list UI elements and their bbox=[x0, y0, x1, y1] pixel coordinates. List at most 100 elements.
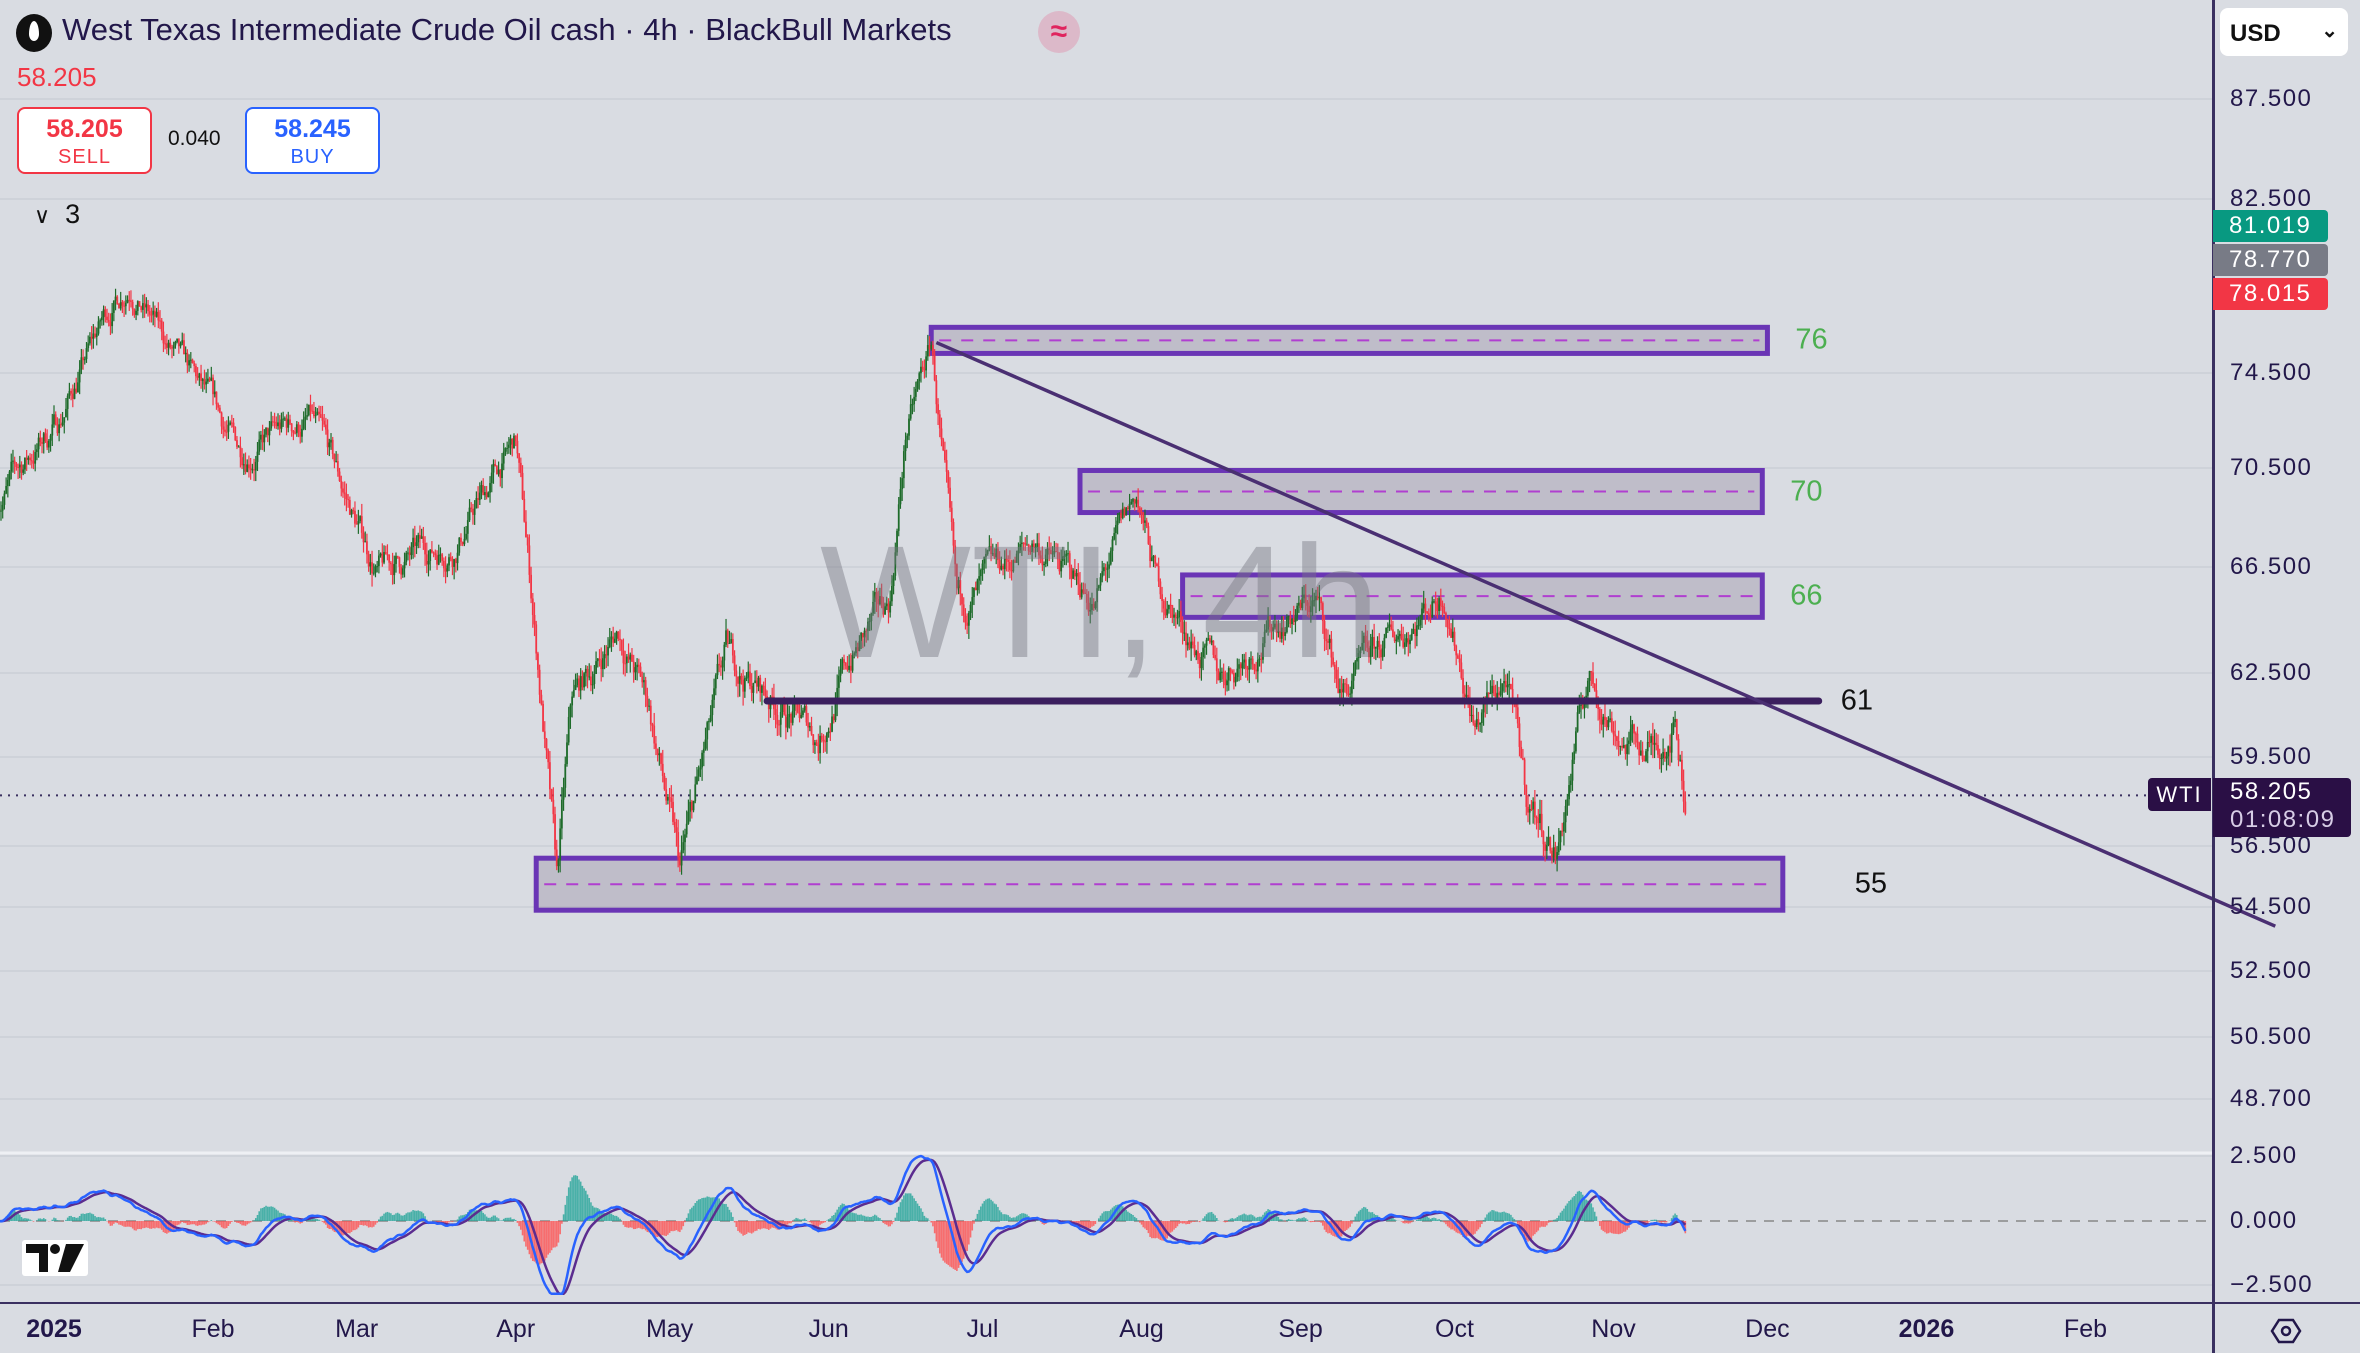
candle bbox=[1226, 680, 1228, 686]
candle bbox=[1087, 602, 1090, 612]
currency-select[interactable]: USD ⌄ bbox=[2220, 8, 2348, 56]
candle bbox=[80, 357, 83, 370]
candle bbox=[896, 530, 898, 553]
candle bbox=[1287, 615, 1290, 617]
candle bbox=[1195, 651, 1198, 656]
candle bbox=[1653, 742, 1656, 745]
candle bbox=[1482, 701, 1485, 713]
candle bbox=[89, 336, 91, 344]
candle bbox=[475, 498, 478, 509]
candle bbox=[5, 486, 8, 494]
candle bbox=[889, 601, 892, 613]
sell-button[interactable]: 58.205 SELL bbox=[17, 107, 152, 174]
candle bbox=[196, 376, 199, 378]
candle bbox=[846, 665, 849, 670]
candle bbox=[254, 461, 257, 471]
indicators-toggle[interactable]: ∨ 3 bbox=[34, 199, 80, 230]
candle bbox=[784, 714, 787, 728]
candle bbox=[309, 404, 312, 411]
buy-button[interactable]: 58.245 BUY bbox=[245, 107, 380, 174]
candle bbox=[47, 440, 50, 448]
candle bbox=[0, 510, 2, 512]
candle bbox=[1311, 600, 1314, 607]
candle bbox=[949, 487, 951, 508]
candle bbox=[860, 632, 863, 641]
candle bbox=[246, 464, 249, 472]
candle bbox=[1214, 654, 1216, 659]
candle bbox=[324, 424, 327, 430]
candle bbox=[535, 624, 538, 654]
candle bbox=[1272, 627, 1275, 632]
time-label: May bbox=[645, 1315, 694, 1343]
candle bbox=[730, 639, 733, 644]
settings-icon[interactable] bbox=[2268, 1316, 2304, 1346]
candle bbox=[749, 671, 751, 687]
candle bbox=[1588, 671, 1591, 681]
candle bbox=[516, 440, 519, 454]
candle bbox=[590, 676, 592, 686]
candle bbox=[268, 428, 271, 436]
candle bbox=[666, 797, 669, 801]
candle bbox=[1475, 719, 1478, 727]
tradingview-logo[interactable] bbox=[22, 1240, 88, 1276]
candle bbox=[10, 461, 13, 472]
candle bbox=[12, 460, 14, 462]
candle bbox=[600, 660, 603, 670]
candle bbox=[189, 359, 192, 361]
chevron-down-icon: ∨ bbox=[34, 203, 51, 228]
candle bbox=[1056, 551, 1059, 560]
candle bbox=[157, 311, 160, 321]
candle bbox=[1457, 655, 1459, 659]
candle bbox=[1044, 554, 1047, 564]
candle bbox=[1227, 668, 1230, 681]
candle bbox=[70, 390, 72, 394]
candle bbox=[425, 554, 428, 565]
candle bbox=[1017, 550, 1020, 554]
candle bbox=[342, 488, 344, 493]
candle bbox=[1007, 560, 1010, 562]
candle bbox=[1058, 559, 1061, 572]
candle bbox=[1174, 614, 1177, 618]
candle bbox=[1583, 704, 1586, 709]
candle bbox=[1075, 572, 1078, 577]
candle bbox=[1352, 673, 1355, 681]
candle bbox=[1328, 638, 1331, 643]
signal-line bbox=[0, 1158, 1687, 1296]
candle bbox=[92, 333, 95, 339]
candle bbox=[709, 715, 712, 722]
candle bbox=[54, 414, 57, 425]
candle bbox=[1419, 619, 1422, 626]
time-label: Sep bbox=[1278, 1315, 1323, 1343]
candle bbox=[940, 428, 943, 440]
candle bbox=[485, 492, 488, 498]
candle bbox=[1205, 639, 1208, 646]
candle bbox=[853, 653, 856, 655]
price-axis[interactable] bbox=[2212, 0, 2360, 1353]
candle bbox=[184, 352, 187, 355]
candle bbox=[870, 613, 873, 622]
candle bbox=[419, 534, 421, 539]
candle bbox=[66, 395, 69, 409]
candle bbox=[1171, 605, 1174, 618]
candle bbox=[1280, 627, 1283, 639]
candle bbox=[1222, 671, 1225, 680]
symbol-title[interactable]: West Texas Intermediate Crude Oil cash ·… bbox=[62, 12, 952, 47]
candle bbox=[875, 592, 878, 600]
candle bbox=[90, 336, 93, 339]
candle bbox=[160, 320, 163, 332]
candle bbox=[877, 599, 880, 605]
candle bbox=[102, 309, 105, 318]
price-tick-label: 54.500 bbox=[2230, 893, 2313, 920]
candle bbox=[1301, 598, 1304, 608]
candle bbox=[865, 630, 868, 632]
candle bbox=[1239, 664, 1242, 669]
candle bbox=[827, 731, 830, 734]
currency-label: USD bbox=[2230, 20, 2281, 47]
candle bbox=[530, 574, 532, 599]
candle bbox=[1414, 628, 1417, 637]
candle bbox=[966, 622, 969, 626]
candle bbox=[1602, 716, 1605, 725]
candle bbox=[576, 678, 579, 685]
wave-icon[interactable]: ≈ bbox=[1038, 11, 1080, 53]
